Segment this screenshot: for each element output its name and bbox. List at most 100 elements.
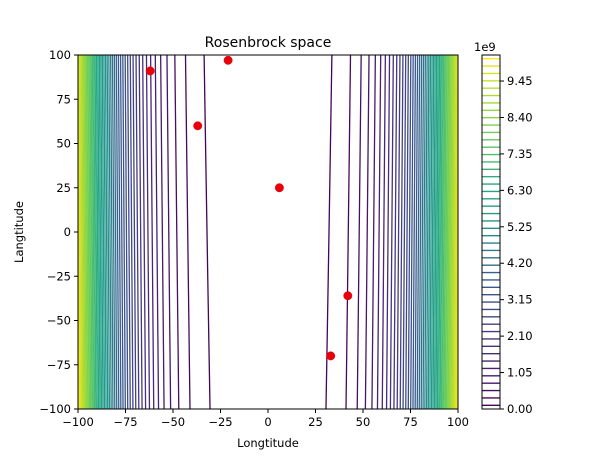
x-tick-label: 75 [403, 415, 418, 429]
contour-line [174, 55, 180, 409]
sample-points [145, 55, 353, 361]
contour-line [127, 55, 131, 409]
contour-line [418, 55, 423, 409]
x-tick-label: −50 [161, 415, 185, 429]
contour-line [454, 55, 458, 409]
contour-line [376, 55, 382, 409]
contour-line [381, 55, 387, 409]
colorbar-offset-text: 1e9 [474, 40, 496, 54]
contour-line [82, 55, 86, 409]
colorbar-tick-label: 5.25 [507, 220, 533, 234]
contour-line [100, 55, 104, 409]
x-tick-label: 0 [264, 415, 271, 429]
contour-line [132, 55, 137, 409]
contour-line [407, 55, 412, 409]
contour-line [439, 55, 443, 409]
contour-line [425, 55, 430, 409]
contour-line [103, 55, 107, 409]
contour-line [81, 55, 85, 409]
data-point [274, 183, 284, 193]
y-tick-label: 25 [56, 181, 71, 195]
contour-line [450, 55, 454, 409]
contour-line [154, 55, 160, 409]
contour-line [84, 55, 88, 409]
y-tick-label: −50 [47, 314, 71, 328]
contour-line [451, 55, 455, 409]
contour-line [438, 55, 442, 409]
contour-line [149, 55, 155, 409]
contour-line [371, 55, 376, 409]
contour-line [89, 55, 93, 409]
contour-line [433, 55, 438, 409]
x-axis-ticks: −100 −75 −50 −25 0 25 50 75 100 [62, 409, 469, 429]
contour-line [405, 55, 409, 409]
contour-line [101, 55, 106, 409]
contour-line [119, 55, 124, 409]
y-tick-label: 100 [49, 48, 71, 62]
data-point [193, 121, 203, 131]
colorbar-tick-label: 7.35 [507, 147, 533, 161]
contour-line [443, 55, 447, 409]
contour-line [97, 55, 101, 409]
contour-line [117, 55, 122, 409]
contour-line [385, 55, 391, 409]
data-point [145, 66, 155, 76]
contour-line [427, 55, 432, 409]
x-axis-label: Longtitude [237, 436, 299, 450]
contour-line [122, 55, 126, 409]
y-tick-label: −100 [39, 402, 71, 416]
contour-line [85, 55, 89, 409]
contour-line [445, 55, 450, 409]
colorbar-tick-label: 8.40 [507, 110, 533, 124]
contour-line [160, 55, 165, 409]
colorbar-tick-label: 9.45 [507, 74, 533, 88]
contour-line [88, 55, 92, 409]
data-point [326, 351, 336, 361]
contour-line [455, 55, 458, 409]
contour-line [98, 55, 103, 409]
contour-line [108, 55, 112, 409]
contour-line [106, 55, 111, 409]
contour-line [86, 55, 91, 409]
contour-line [184, 55, 191, 409]
contour-line [135, 55, 140, 409]
contour-line [325, 55, 333, 409]
contour-line [399, 55, 404, 409]
contour-line [448, 55, 452, 409]
contour-line [90, 55, 94, 409]
chart-title: Rosenbrock space [205, 35, 332, 51]
contour-line [424, 55, 428, 409]
x-tick-label: 25 [308, 415, 323, 429]
x-tick-label: 100 [447, 415, 469, 429]
contour-line [442, 55, 446, 409]
contour-line [93, 55, 97, 409]
y-tick-label: 50 [56, 137, 71, 151]
contour-line [113, 55, 118, 409]
x-tick-label: −25 [208, 415, 232, 429]
contour-line [452, 55, 456, 409]
contour-line [79, 55, 83, 409]
contour-line [129, 55, 134, 409]
x-tick-label: −100 [62, 415, 94, 429]
y-tick-label: −75 [47, 358, 71, 372]
contour-line [111, 55, 116, 409]
contour-line [412, 55, 417, 409]
colorbar-tick-label: 1.05 [507, 366, 533, 380]
contour-line [414, 55, 419, 409]
contour-line [453, 55, 457, 409]
contour-line [410, 55, 414, 409]
contour-line [432, 55, 436, 409]
y-tick-label: 75 [56, 92, 71, 106]
contour-line [436, 55, 441, 409]
y-tick-label: 0 [64, 225, 71, 239]
data-point [223, 55, 233, 65]
y-axis-ticks: −100 −75 −50 −25 0 25 50 75 100 [39, 48, 78, 416]
contour-line [115, 55, 120, 409]
contour-line [420, 55, 425, 409]
contour-line [78, 55, 81, 409]
contour-line [444, 55, 448, 409]
contour-line [104, 55, 109, 409]
contour-line [416, 55, 421, 409]
contour-line [345, 55, 352, 409]
